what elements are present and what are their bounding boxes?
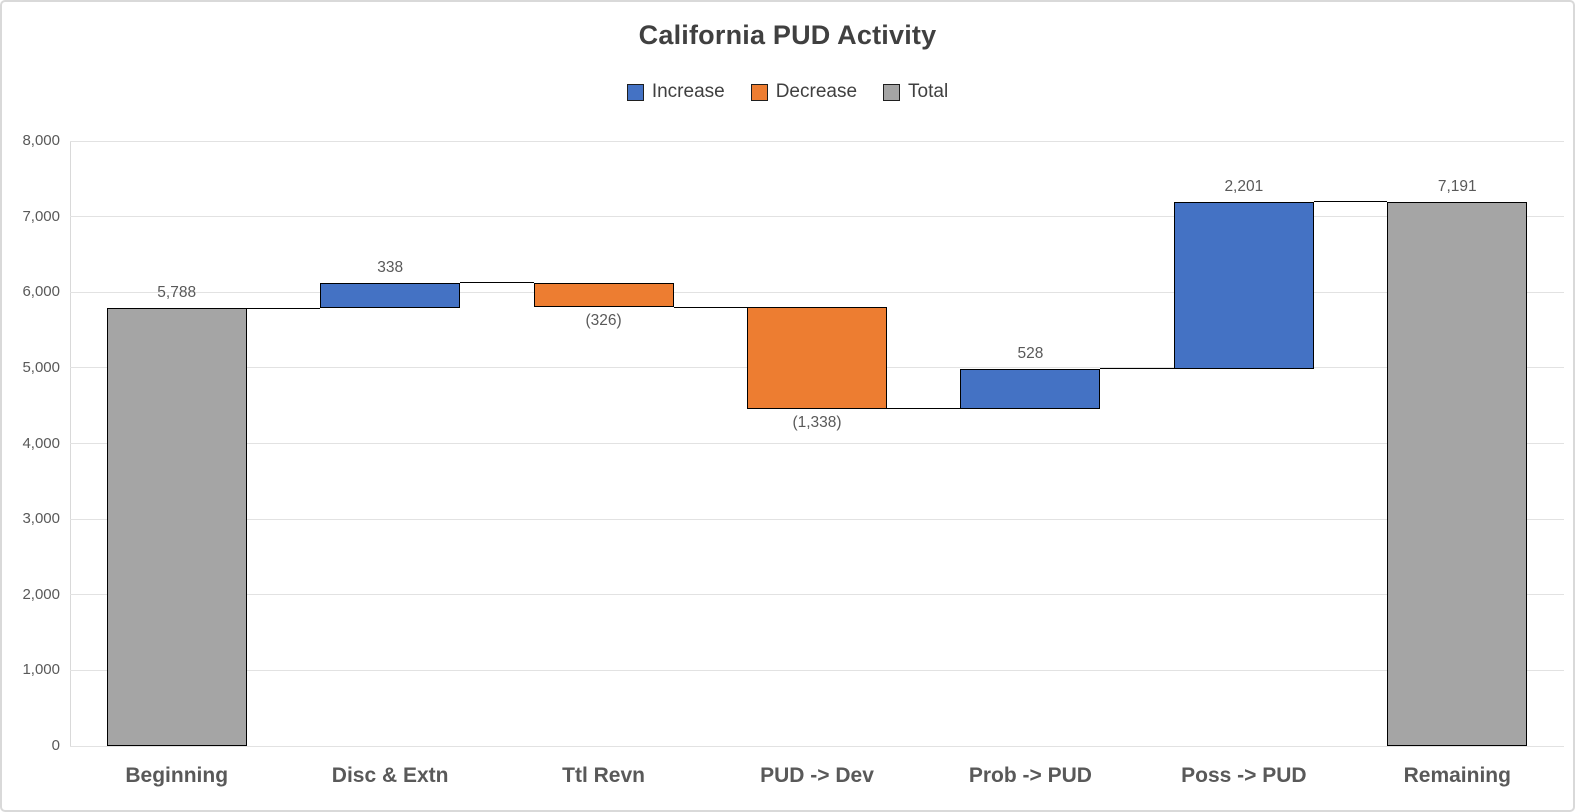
ytick-label-5000: 5,000 <box>22 358 60 376</box>
ytick-label-1000: 1,000 <box>22 661 60 679</box>
ytick-label-8000: 8,000 <box>22 132 60 149</box>
category-label-poss-pud: Poss -> PUD <box>1181 764 1307 787</box>
legend-marker-increase-icon <box>626 83 644 101</box>
gridline-4000 <box>70 443 1564 444</box>
legend-item-increase[interactable]: Increase <box>626 81 725 103</box>
bar-value-label-remaining: 7,191 <box>1437 178 1477 196</box>
category-label-pud-dev: PUD -> Dev <box>760 764 874 787</box>
connector-line-ttl-revn <box>673 306 747 308</box>
connector-line-pud-dev <box>887 407 961 409</box>
category-label-disc-extn: Disc & Extn <box>331 764 449 787</box>
gridline-6000 <box>70 291 1564 293</box>
legend-item-total[interactable]: Total <box>883 81 948 103</box>
bar-value-label-pud-dev: (1,338) <box>792 413 842 431</box>
bar-ttl-revn[interactable] <box>533 282 674 308</box>
bar-value-label-disc-extn: 338 <box>377 258 404 276</box>
gridline-0 <box>70 745 1564 747</box>
gridline-3000 <box>70 518 1564 520</box>
legend-marker-total-icon <box>883 83 901 101</box>
bar-value-label-poss-pud: 2,201 <box>1224 178 1264 196</box>
ytick-label-0: 0 <box>51 737 60 754</box>
connector-line-prob-pud <box>1100 367 1174 369</box>
ytick-label-6000: 6,000 <box>22 283 60 301</box>
legend-label: Total <box>908 81 949 102</box>
bar-poss-pud[interactable] <box>1173 202 1314 369</box>
category-label-beginning: Beginning <box>125 764 229 787</box>
gridline-2000 <box>70 594 1564 596</box>
legend: Increase Decrease Total <box>2 81 1573 103</box>
bar-value-label-ttl-revn: (326) <box>585 312 622 330</box>
legend-marker-decrease-icon <box>750 83 768 101</box>
connector-line-disc-extn <box>460 281 534 283</box>
gridline-8000 <box>70 140 1564 142</box>
category-label-prob-pud: Prob -> PUD <box>968 764 1092 787</box>
bar-pud-dev[interactable] <box>747 307 887 409</box>
ytick-label-7000: 7,000 <box>22 207 60 225</box>
ytick-label-2000: 2,000 <box>22 585 60 603</box>
connector-line-poss-pud <box>1313 201 1388 203</box>
ytick-label-4000: 4,000 <box>22 434 60 452</box>
bar-remaining[interactable] <box>1387 202 1528 746</box>
legend-label: Increase <box>651 81 725 102</box>
bar-value-label-beginning: 5,788 <box>157 284 197 302</box>
chart-title: California PUD Activity <box>638 20 937 50</box>
bar-value-label-prob-pud: 528 <box>1017 344 1044 362</box>
connector-line-beginning <box>246 307 321 309</box>
ytick-label-3000: 3,000 <box>22 510 60 528</box>
bar-prob-pud[interactable] <box>960 368 1101 409</box>
bar-beginning[interactable] <box>106 308 247 746</box>
legend-label: Decrease <box>775 81 858 102</box>
bar-disc-extn[interactable] <box>320 282 461 309</box>
gridline-1000 <box>70 669 1564 671</box>
category-label-remaining: Remaining <box>1403 764 1511 787</box>
plot-area: 5,788 338 (326) (1,338) 528 2,201 7,191 <box>70 140 1564 747</box>
legend-item-decrease[interactable]: Decrease <box>750 81 858 103</box>
category-label-ttl-revn: Ttl Revn <box>562 764 645 787</box>
gridline-7000 <box>70 216 1564 218</box>
